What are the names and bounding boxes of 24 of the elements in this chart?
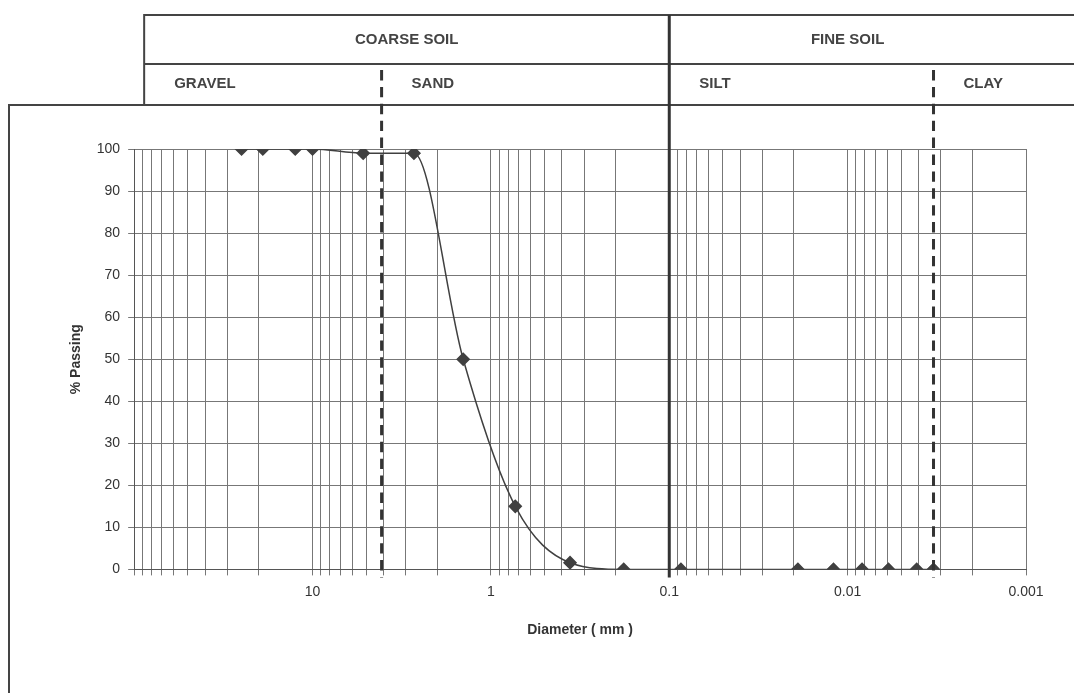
x-tick-label: 0.001 [1008,582,1044,599]
y-tick-label: 80 [104,223,121,240]
text: CLAY [963,74,1003,92]
y-tick-label: 10 [104,518,121,535]
y-tick-label: 50 [104,350,121,367]
text: SAND [411,74,455,92]
text: GRAVEL [174,74,236,92]
y-tick-label: 20 [104,476,121,493]
y-tick-label: 100 [96,139,121,156]
y-tick-label: 40 [104,392,121,409]
y-axis-title: % Passing [67,324,84,395]
x-tick-label: 1 [487,582,495,599]
text: FINE SOIL [810,29,885,47]
y-tick-label: 90 [104,181,121,198]
text: SILT [699,74,731,92]
y-tick-label: 70 [104,265,121,282]
x-axis-title: Diameter ( mm ) [527,621,633,638]
y-tick-label: 30 [104,434,121,451]
x-tick-label: 0.1 [659,582,680,599]
y-tick-label: 0 [112,560,121,577]
x-tick-label: 0.01 [834,582,862,599]
y-tick-label: 60 [104,308,121,325]
x-tick-label: 10 [304,582,321,599]
text: COARSE SOIL [355,29,459,47]
